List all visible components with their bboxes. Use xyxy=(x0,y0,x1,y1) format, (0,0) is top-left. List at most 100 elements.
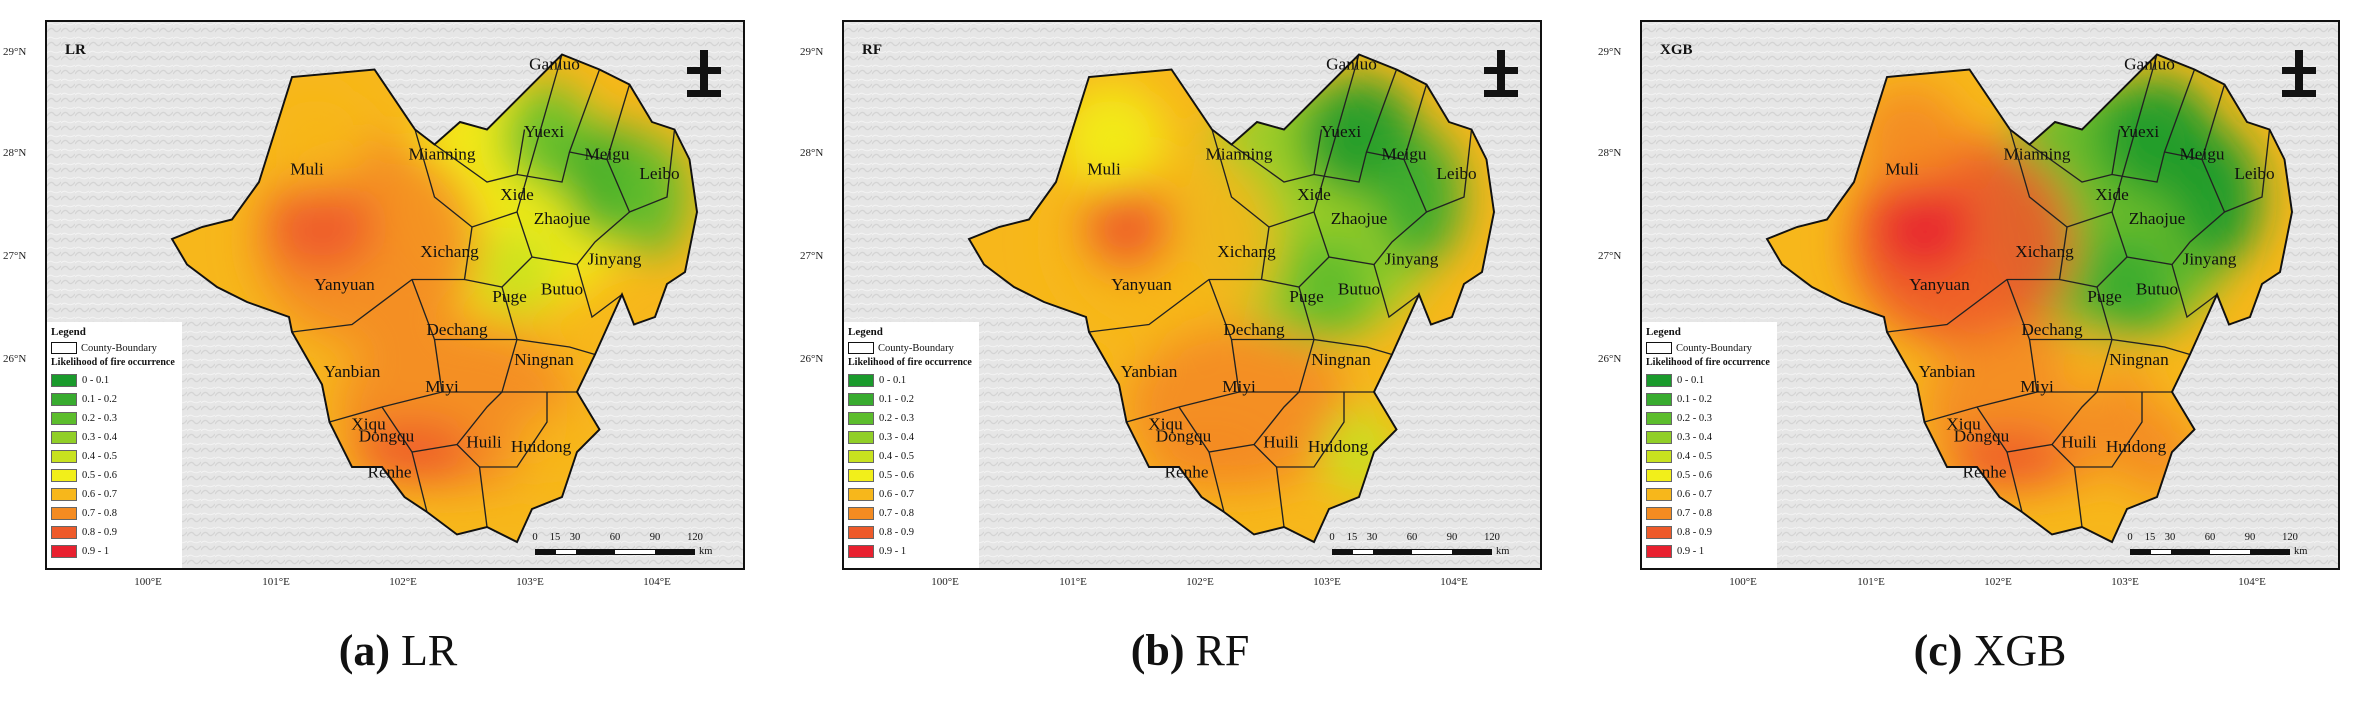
county-label-muli: Muli xyxy=(1087,160,1121,179)
north-arrow-icon xyxy=(1484,50,1518,97)
county-label-yanbian: Yanbian xyxy=(324,362,381,381)
boundary-label: County-Boundary xyxy=(1676,342,1752,354)
scale-tick-label: 60 xyxy=(1406,532,1418,543)
legend-class: 0.8 - 0.9 xyxy=(848,523,975,542)
county-label-xiqu: Xiqu xyxy=(351,415,386,434)
county-boundary xyxy=(1313,69,1398,183)
county-boundary xyxy=(291,278,465,333)
map-canvas: Ganluo Mianning Yuexi Meigu Leibo Muli XideZha… xyxy=(844,22,1540,568)
legend-class-label: 0.3 - 0.4 xyxy=(82,432,117,443)
county-label-leibo: Leibo xyxy=(639,164,679,183)
county-label-puge: Puge xyxy=(2087,287,2122,306)
scale-tick-label: 15 xyxy=(2144,532,2156,543)
legend-class: 0.4 - 0.5 xyxy=(1646,447,1773,466)
legend-class-label: 0.2 - 0.3 xyxy=(1677,413,1712,424)
county-label-dongqu: Dongqu xyxy=(1156,427,1212,446)
legend-class: 0.4 - 0.5 xyxy=(848,447,975,466)
county-boundary xyxy=(1208,279,1314,341)
legend-class: 0.1 - 0.2 xyxy=(848,390,975,409)
county-label-muli: Muli xyxy=(290,160,324,179)
region-outline xyxy=(170,53,698,544)
county-boundary xyxy=(2073,466,2083,528)
legend-swatch xyxy=(1646,488,1672,501)
county-label-huili: Huili xyxy=(2061,433,2097,452)
county-label-ningnan: Ningnan xyxy=(1311,350,1371,369)
legend-class: 0.3 - 0.4 xyxy=(51,428,178,447)
caption-letter: (c) xyxy=(1913,626,1963,675)
legend-swatch xyxy=(1646,431,1672,444)
lat-tick-29: 29°N xyxy=(3,46,27,58)
study-area: Ganluo Mianning Yuexi Meigu Leibo Muli XideZha… xyxy=(170,53,698,544)
legend-swatch xyxy=(848,450,874,463)
scale-tick-label: 15 xyxy=(1346,532,1358,543)
county-boundary xyxy=(576,264,623,319)
county-label-mianning: Mianning xyxy=(2003,145,2070,164)
scale-bar-graphic xyxy=(535,549,695,555)
legend-class: 0.2 - 0.3 xyxy=(848,409,975,428)
county-label-puge: Puge xyxy=(492,287,527,306)
scale-tick-label: 0 xyxy=(532,532,538,543)
county-boundary xyxy=(478,466,488,528)
legend-swatch xyxy=(51,488,77,501)
county-label-zhaojue: Zhaojue xyxy=(534,209,591,228)
county-label-muli: Muli xyxy=(1885,160,1919,179)
legend-class-label: 0.7 - 0.8 xyxy=(1677,508,1712,519)
legend-swatch xyxy=(51,507,77,520)
legend-class: 0 - 0.1 xyxy=(51,371,178,390)
county-boundary xyxy=(1231,129,1323,183)
county-label-yanbian: Yanbian xyxy=(1121,362,1178,381)
legend-class-label: 0.8 - 0.9 xyxy=(1677,527,1712,538)
legend-class-label: 0.6 - 0.7 xyxy=(879,489,914,500)
scale-tick-label: 0 xyxy=(1329,532,1335,543)
study-area: Ganluo Mianning Yuexi Meigu Leibo Muli XideZha… xyxy=(967,53,1495,544)
caption-model: LR xyxy=(401,626,458,675)
legend-title: Legend xyxy=(51,326,86,338)
legend-swatch xyxy=(1646,507,1672,520)
legend-swatch xyxy=(1646,374,1672,387)
legend-swatch xyxy=(848,545,874,558)
scale-tick-label: 120 xyxy=(2282,532,2298,543)
north-arrow-icon xyxy=(2282,50,2316,97)
map-frame: Ganluo Mianning Yuexi Meigu Leibo Muli Xide Zha… xyxy=(1640,20,2340,570)
county-label-ningnan: Ningnan xyxy=(2109,350,2169,369)
lat-tick-26: 26°N xyxy=(1598,353,1622,365)
county-label-xide: Xide xyxy=(2095,185,2129,204)
county-label-huidong: Huidong xyxy=(511,437,572,456)
county-label-miyi: Miyi xyxy=(1222,377,1256,396)
legend-swatch xyxy=(51,469,77,482)
legend-class-label: 0 - 0.1 xyxy=(879,375,907,386)
lon-tick-101: 101°E xyxy=(262,576,290,588)
legend-class: 0.2 - 0.3 xyxy=(1646,409,1773,428)
north-arrow-icon xyxy=(687,50,721,97)
county-label-dongqu: Dongqu xyxy=(359,427,415,446)
legend-subtitle: Likelihood of fire occurrence xyxy=(848,357,972,368)
legend-class-label: 0.9 - 1 xyxy=(82,546,110,557)
region-outline xyxy=(1765,53,2293,544)
county-label-yanyuan: Yanyuan xyxy=(1909,275,1970,294)
scale-tick-label: 90 xyxy=(2244,532,2256,543)
boundary-swatch xyxy=(848,342,874,354)
county-boundary xyxy=(1886,278,2060,333)
county-boundary xyxy=(2111,69,2196,183)
scale-bar-graphic xyxy=(1332,549,1492,555)
boundary-swatch xyxy=(51,342,77,354)
legend-class-label: 0.4 - 0.5 xyxy=(879,451,914,462)
probability-zone xyxy=(1081,182,1172,272)
lat-tick-29: 29°N xyxy=(800,46,824,58)
legend-swatch xyxy=(1646,545,1672,558)
map-frame: Ganluo Mianning Yuexi Meigu Leibo Muli Xide Zha… xyxy=(45,20,745,570)
model-label: LR xyxy=(65,42,86,58)
lon-tick-100: 100°E xyxy=(134,576,162,588)
legend-boundary-item: County-Boundary xyxy=(848,342,975,354)
county-boundary xyxy=(501,286,596,356)
legend-class-label: 0.1 - 0.2 xyxy=(82,394,117,405)
county-label-mianning: Mianning xyxy=(408,145,475,164)
legend-class: 0.6 - 0.7 xyxy=(848,485,975,504)
lat-tick-26: 26°N xyxy=(3,353,27,365)
county-label-yuexi: Yuexi xyxy=(524,122,564,141)
legend-swatch xyxy=(51,393,77,406)
legend-class-label: 0.2 - 0.3 xyxy=(879,413,914,424)
scale-tick-label: 120 xyxy=(1484,532,1500,543)
scale-tick-label: 30 xyxy=(2164,532,2176,543)
county-boundary xyxy=(411,279,517,341)
